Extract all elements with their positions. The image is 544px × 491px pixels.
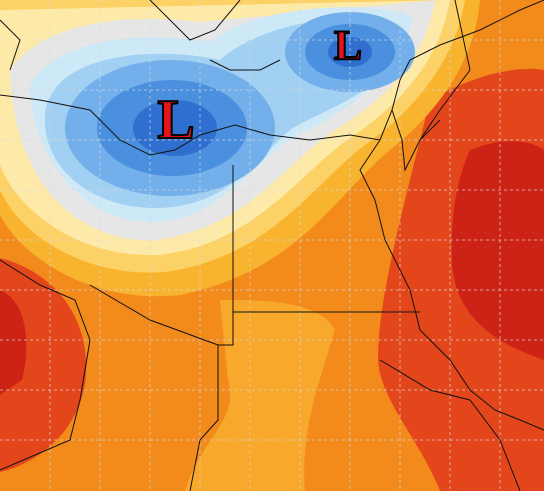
band-deep-blue [328, 37, 372, 67]
hotter-region [451, 141, 544, 360]
low-pressure-label: L [334, 24, 362, 70]
warm-tongue [185, 300, 335, 491]
band-deep-blue [133, 100, 217, 156]
low-pressure-label: L [157, 89, 194, 151]
hot-region-west [0, 258, 87, 472]
hotter-region-west [0, 290, 27, 395]
